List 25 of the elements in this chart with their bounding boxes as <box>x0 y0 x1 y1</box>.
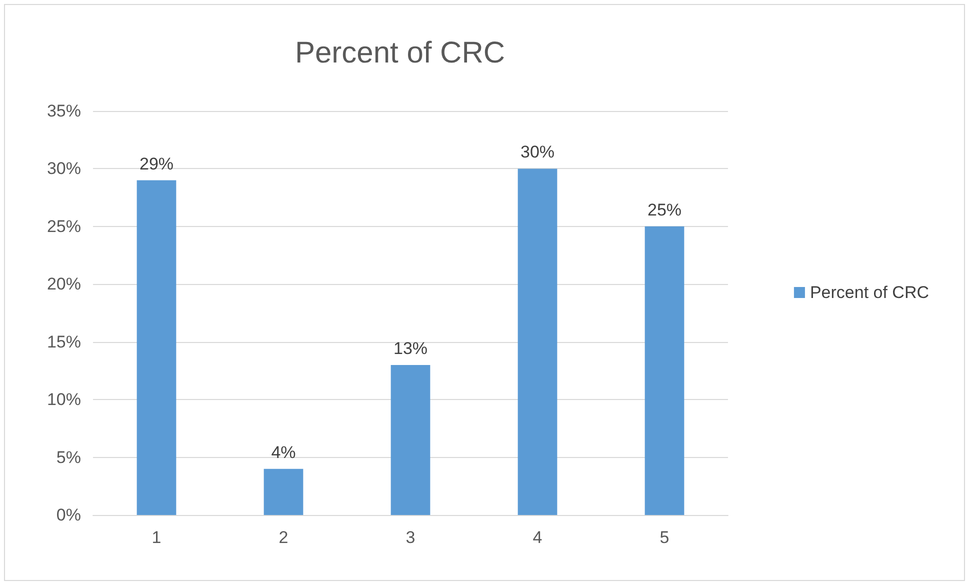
x-tick-label: 2 <box>278 528 288 547</box>
bar <box>518 168 558 515</box>
y-tick-label: 35% <box>46 102 81 120</box>
y-tick-label: 5% <box>56 448 81 467</box>
bar <box>390 364 430 515</box>
y-tick-label: 30% <box>46 159 81 178</box>
x-tick-label: 5 <box>660 528 670 547</box>
x-tick-label: 4 <box>532 528 542 547</box>
y-tick-label: 0% <box>56 506 81 524</box>
bar <box>644 226 684 515</box>
data-label: 13% <box>393 338 428 358</box>
data-label: 4% <box>271 442 296 462</box>
legend-label: Percent of CRC <box>810 283 930 302</box>
y-tick-label: 25% <box>46 216 81 236</box>
y-tick-label: 15% <box>46 332 81 352</box>
bar <box>264 468 304 515</box>
chart-title: Percent of CRC <box>294 36 506 70</box>
x-tick-label: 3 <box>406 528 416 547</box>
data-label: 30% <box>520 142 555 162</box>
bar <box>136 180 176 515</box>
y-tick-label: 10% <box>46 390 81 410</box>
x-tick-label: 1 <box>152 528 162 547</box>
data-label: 29% <box>139 154 174 174</box>
data-label: 25% <box>647 200 682 220</box>
y-tick-label: 20% <box>46 274 81 294</box>
